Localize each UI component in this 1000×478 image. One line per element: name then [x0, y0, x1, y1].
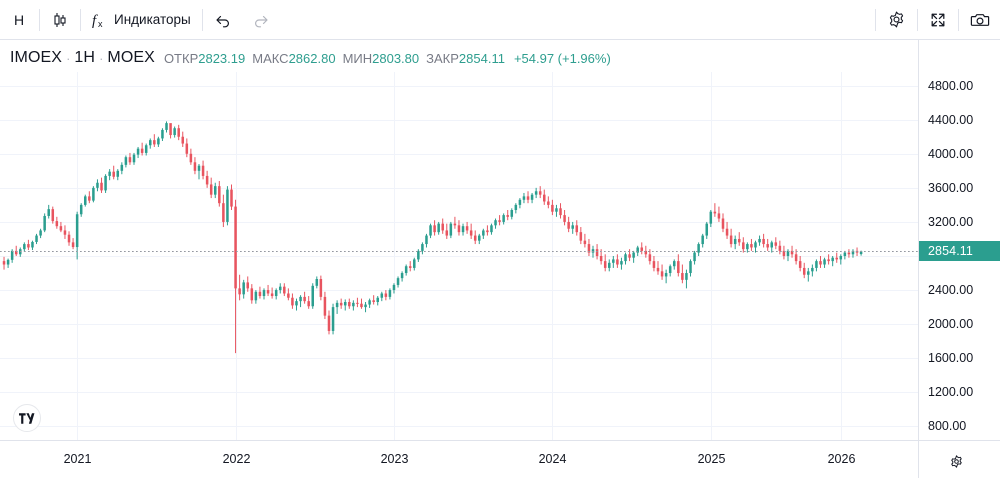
- price-axis-label: 4800.00: [928, 78, 974, 93]
- price-axis-label: 4000.00: [928, 146, 974, 161]
- indicators-label: Индикаторы: [114, 12, 191, 27]
- price-axis-label: 2000.00: [928, 317, 974, 332]
- svg-text:x: x: [98, 19, 103, 29]
- chart-plot-area[interactable]: [0, 72, 918, 440]
- price-axis-label: 3600.00: [928, 180, 974, 195]
- redo-button[interactable]: [244, 5, 278, 35]
- legend-low-value: 2803.80: [372, 50, 420, 66]
- price-axis-label: 2400.00: [928, 283, 974, 298]
- time-axis-divider: [918, 441, 919, 478]
- legend-change: +54.97 (+1.96%): [513, 50, 611, 66]
- price-axis-label: 1200.00: [928, 385, 974, 400]
- price-axis[interactable]: 4800.00 4400.00 4000.00 3600.00 3200.00 2400.…: [918, 40, 1000, 440]
- price-axis-label: 3200.00: [928, 214, 974, 229]
- time-axis-label: 2023: [380, 452, 409, 466]
- legend-exchange: MOEX: [107, 49, 155, 66]
- legend-low-key: МИН: [342, 50, 373, 66]
- timeframe-label: H: [13, 11, 25, 28]
- tradingview-logo[interactable]: [13, 404, 41, 432]
- toolbar-divider-5: [917, 8, 918, 31]
- legend-close-key: ЗАКР: [426, 50, 459, 66]
- time-axis[interactable]: 2021 2022 2023 2024 2025 2026: [0, 440, 1000, 478]
- timeframe-button[interactable]: H: [2, 5, 36, 35]
- toolbar-divider-6: [958, 8, 959, 31]
- toolbar-divider-4: [875, 8, 876, 31]
- fx-icon: f x: [92, 11, 109, 29]
- legend-symbol[interactable]: IMOEX: [10, 49, 63, 66]
- indicators-button[interactable]: f x Индикаторы: [84, 5, 199, 35]
- time-axis-label: 2024: [538, 452, 567, 466]
- snapshot-button[interactable]: [962, 5, 998, 35]
- legend-open-value: 2823.19: [198, 50, 246, 66]
- chart-toolbar: H: [0, 0, 1000, 40]
- legend-separator-2: ·: [99, 50, 104, 66]
- legend-open-key: ОТКР: [163, 50, 199, 66]
- legend-interval[interactable]: 1H: [74, 49, 96, 66]
- legend-close-value: 2854.11: [458, 50, 505, 66]
- time-axis-label: 2025: [697, 452, 726, 466]
- time-axis-label: 2022: [222, 452, 251, 466]
- gear-icon: [950, 454, 962, 468]
- fullscreen-icon: [929, 11, 947, 29]
- candlestick-series: [0, 72, 918, 440]
- fullscreen-button[interactable]: [921, 5, 955, 35]
- undo-button[interactable]: [206, 5, 240, 35]
- price-axis-label: 1600.00: [928, 351, 974, 366]
- camera-icon: [970, 11, 990, 29]
- legend-high-value: 2862.80: [288, 50, 336, 66]
- price-axis-label: 800.00: [928, 419, 967, 434]
- chart-type-button[interactable]: [43, 5, 77, 35]
- chart-settings-button[interactable]: [879, 5, 914, 35]
- time-axis-label: 2026: [827, 452, 856, 466]
- redo-arrow-icon: [252, 11, 270, 29]
- legend-high-key: МАКС: [252, 50, 289, 66]
- chart-legend[interactable]: IMOEX · 1H · MOEX ОТКР 2823.19 МАКС 2862…: [10, 47, 611, 69]
- candlestick-icon: [51, 11, 69, 29]
- undo-arrow-icon: [214, 11, 232, 29]
- time-axis-label: 2021: [63, 452, 92, 466]
- time-axis-settings-button[interactable]: [946, 451, 966, 471]
- legend-separator-1: ·: [66, 50, 71, 66]
- legend-ohlc: ОТКР 2823.19 МАКС 2862.80 МИН 2803.80 ЗА…: [164, 51, 611, 66]
- toolbar-divider-2: [80, 8, 81, 31]
- gear-icon: [887, 10, 906, 29]
- toolbar-right-group: [874, 0, 1000, 40]
- toolbar-left-group: H: [0, 0, 280, 40]
- price-axis-label: 4400.00: [928, 112, 974, 127]
- toolbar-divider-3: [201, 8, 203, 31]
- current-price-badge: 2854.11: [919, 241, 1000, 262]
- toolbar-divider: [39, 8, 40, 31]
- svg-text:f: f: [92, 13, 98, 29]
